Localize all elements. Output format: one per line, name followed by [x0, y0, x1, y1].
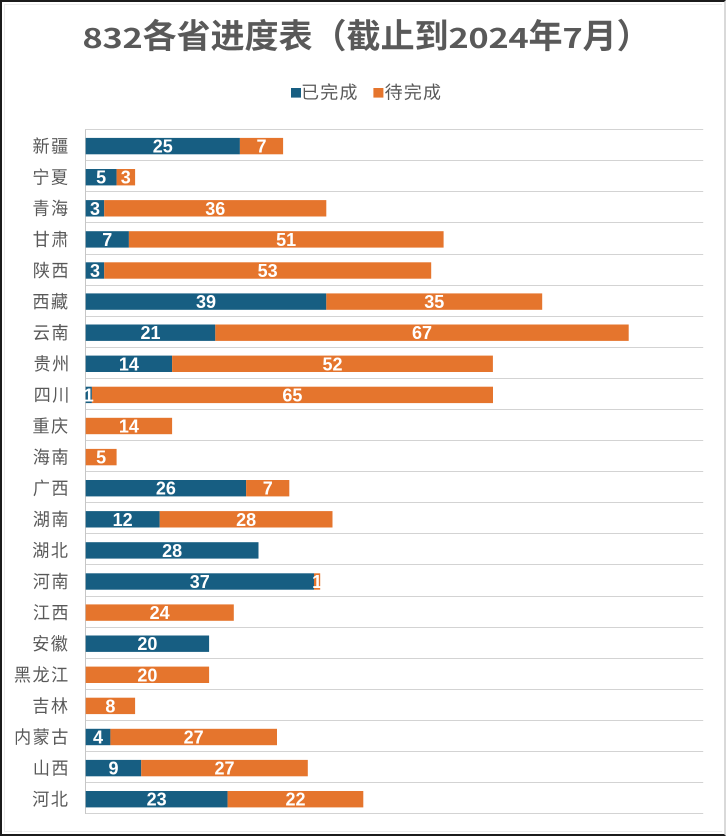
- svg-text:5: 5: [96, 168, 106, 188]
- svg-text:51: 51: [276, 230, 296, 250]
- svg-text:39: 39: [196, 292, 216, 312]
- svg-text:52: 52: [322, 354, 342, 374]
- svg-text:35: 35: [424, 292, 444, 312]
- svg-text:12: 12: [113, 510, 133, 530]
- svg-text:53: 53: [258, 261, 278, 281]
- svg-text:36: 36: [205, 199, 225, 219]
- svg-text:8: 8: [105, 696, 115, 716]
- svg-text:9: 9: [108, 759, 118, 779]
- svg-text:27: 27: [214, 759, 234, 779]
- svg-text:22: 22: [285, 790, 305, 810]
- svg-text:3: 3: [90, 199, 100, 219]
- svg-text:20: 20: [137, 634, 157, 654]
- svg-text:37: 37: [190, 572, 210, 592]
- svg-text:20: 20: [137, 665, 157, 685]
- svg-text:3: 3: [90, 261, 100, 281]
- svg-text:3: 3: [121, 168, 131, 188]
- svg-text:67: 67: [412, 323, 432, 343]
- svg-text:14: 14: [119, 417, 139, 437]
- svg-text:1: 1: [312, 572, 322, 592]
- svg-text:1: 1: [84, 385, 94, 405]
- svg-text:21: 21: [140, 323, 160, 343]
- svg-text:14: 14: [119, 354, 139, 374]
- svg-text:24: 24: [150, 603, 170, 623]
- svg-text:7: 7: [102, 230, 112, 250]
- svg-text:26: 26: [156, 479, 176, 499]
- svg-text:7: 7: [256, 137, 266, 157]
- svg-text:4: 4: [93, 728, 103, 748]
- svg-text:5: 5: [96, 448, 106, 468]
- svg-text:23: 23: [147, 790, 167, 810]
- svg-text:7: 7: [263, 479, 273, 499]
- svg-text:28: 28: [236, 510, 256, 530]
- svg-text:65: 65: [282, 385, 302, 405]
- svg-text:27: 27: [184, 728, 204, 748]
- svg-text:25: 25: [153, 137, 173, 157]
- svg-text:28: 28: [162, 541, 182, 561]
